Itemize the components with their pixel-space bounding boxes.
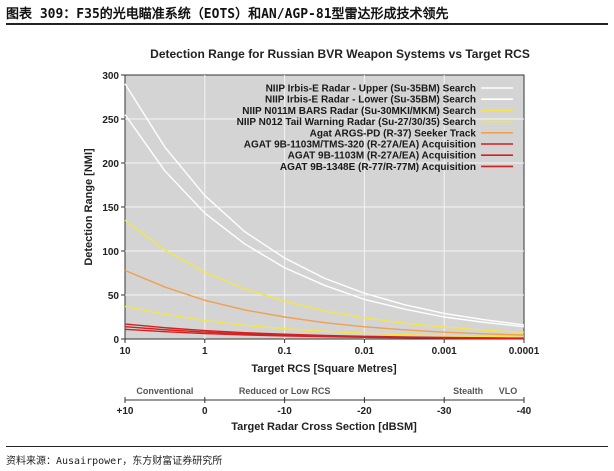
secondary-axis-label: Target Radar Cross Section [dBSM] xyxy=(231,421,417,433)
series-line-3 xyxy=(124,219,525,334)
y-axis-label: Detection Range [NMI] xyxy=(83,148,95,266)
legend-label: Agat ARGS-PD (R-37) Seeker Track xyxy=(310,128,477,139)
rcs-category-label: Stealth xyxy=(453,386,483,396)
x-axis-label: Target RCS [Square Metres] xyxy=(251,363,397,375)
legend-label: AGAT 9B-1103M/TMS-320 (R-27A/EA) Acquisi… xyxy=(244,140,476,151)
legend-label: NIIP Irbis-E Radar - Upper (Su-35BM) Sea… xyxy=(266,84,476,95)
caption-rule xyxy=(6,23,608,25)
y-tick-label: 300 xyxy=(102,71,119,82)
series-line-4 xyxy=(124,305,525,338)
x-tick-label: 0.001 xyxy=(432,346,457,357)
figure-caption: 图表 309：F35的光电瞄准系统（EOTS）和AN/AGP-81型雷达形成技术… xyxy=(6,7,449,22)
rcs-category-label: VLO xyxy=(499,386,518,396)
series-lines xyxy=(124,83,525,340)
y-tick-label: 0 xyxy=(113,335,119,346)
rcs-category-label: Conventional xyxy=(136,386,193,396)
rcs-category-label: Reduced or Low RCS xyxy=(239,386,331,396)
legend: NIIP Irbis-E Radar - Upper (Su-35BM) Sea… xyxy=(237,84,513,173)
x-tick-label: 0.0001 xyxy=(509,346,540,357)
secondary-tick-label: -40 xyxy=(517,406,532,417)
secondary-dbsm-axis: Conventional Reduced or Low RCS Stealth VLO… xyxy=(117,386,532,417)
source-note: 资料来源：Ausairpower，东方财富证券研究所 xyxy=(6,456,223,467)
series-line-5 xyxy=(124,269,525,336)
secondary-tick-label: -20 xyxy=(357,406,372,417)
secondary-tick-label: 0 xyxy=(202,406,208,417)
y-tick-label: 200 xyxy=(102,159,119,170)
axes: 0 50 100 150 200 250 300 10 1 0.1 0.01 0.001 0.0001 xyxy=(102,71,539,357)
series-line-1 xyxy=(124,83,525,326)
secondary-tick-label: -10 xyxy=(277,406,292,417)
legend-label: NIIP N012 Tail Warning Radar (Su-27/30/3… xyxy=(237,117,476,128)
series-line-8 xyxy=(124,328,525,340)
footer-rule xyxy=(6,446,608,447)
x-tick-label: 10 xyxy=(119,346,131,357)
legend-label: NIIP N011M BARS Radar (Su-30MKI/MKM) Sea… xyxy=(242,106,476,117)
x-tick-label: 0.01 xyxy=(355,346,375,357)
y-tick-label: 50 xyxy=(108,291,120,302)
chart-title: Detection Range for Russian BVR Weapon S… xyxy=(150,47,530,61)
grid-lines xyxy=(125,75,524,339)
series-line-2 xyxy=(124,114,525,328)
legend-label: AGAT 9B-1348E (R-77/R-77M) Acquisition xyxy=(280,162,476,173)
secondary-tick-label: -30 xyxy=(437,406,452,417)
x-tick-label: 1 xyxy=(202,346,208,357)
secondary-tick-label: +10 xyxy=(117,406,134,417)
legend-label: NIIP Irbis-E Radar - Lower (Su-35BM) Sea… xyxy=(265,95,476,106)
legend-label: AGAT 9B-1103M (R-27A/EA) Acquisition xyxy=(288,151,476,162)
y-tick-label: 250 xyxy=(102,115,119,126)
y-tick-label: 150 xyxy=(102,203,119,214)
x-tick-label: 0.1 xyxy=(278,346,292,357)
y-tick-label: 100 xyxy=(102,247,119,258)
